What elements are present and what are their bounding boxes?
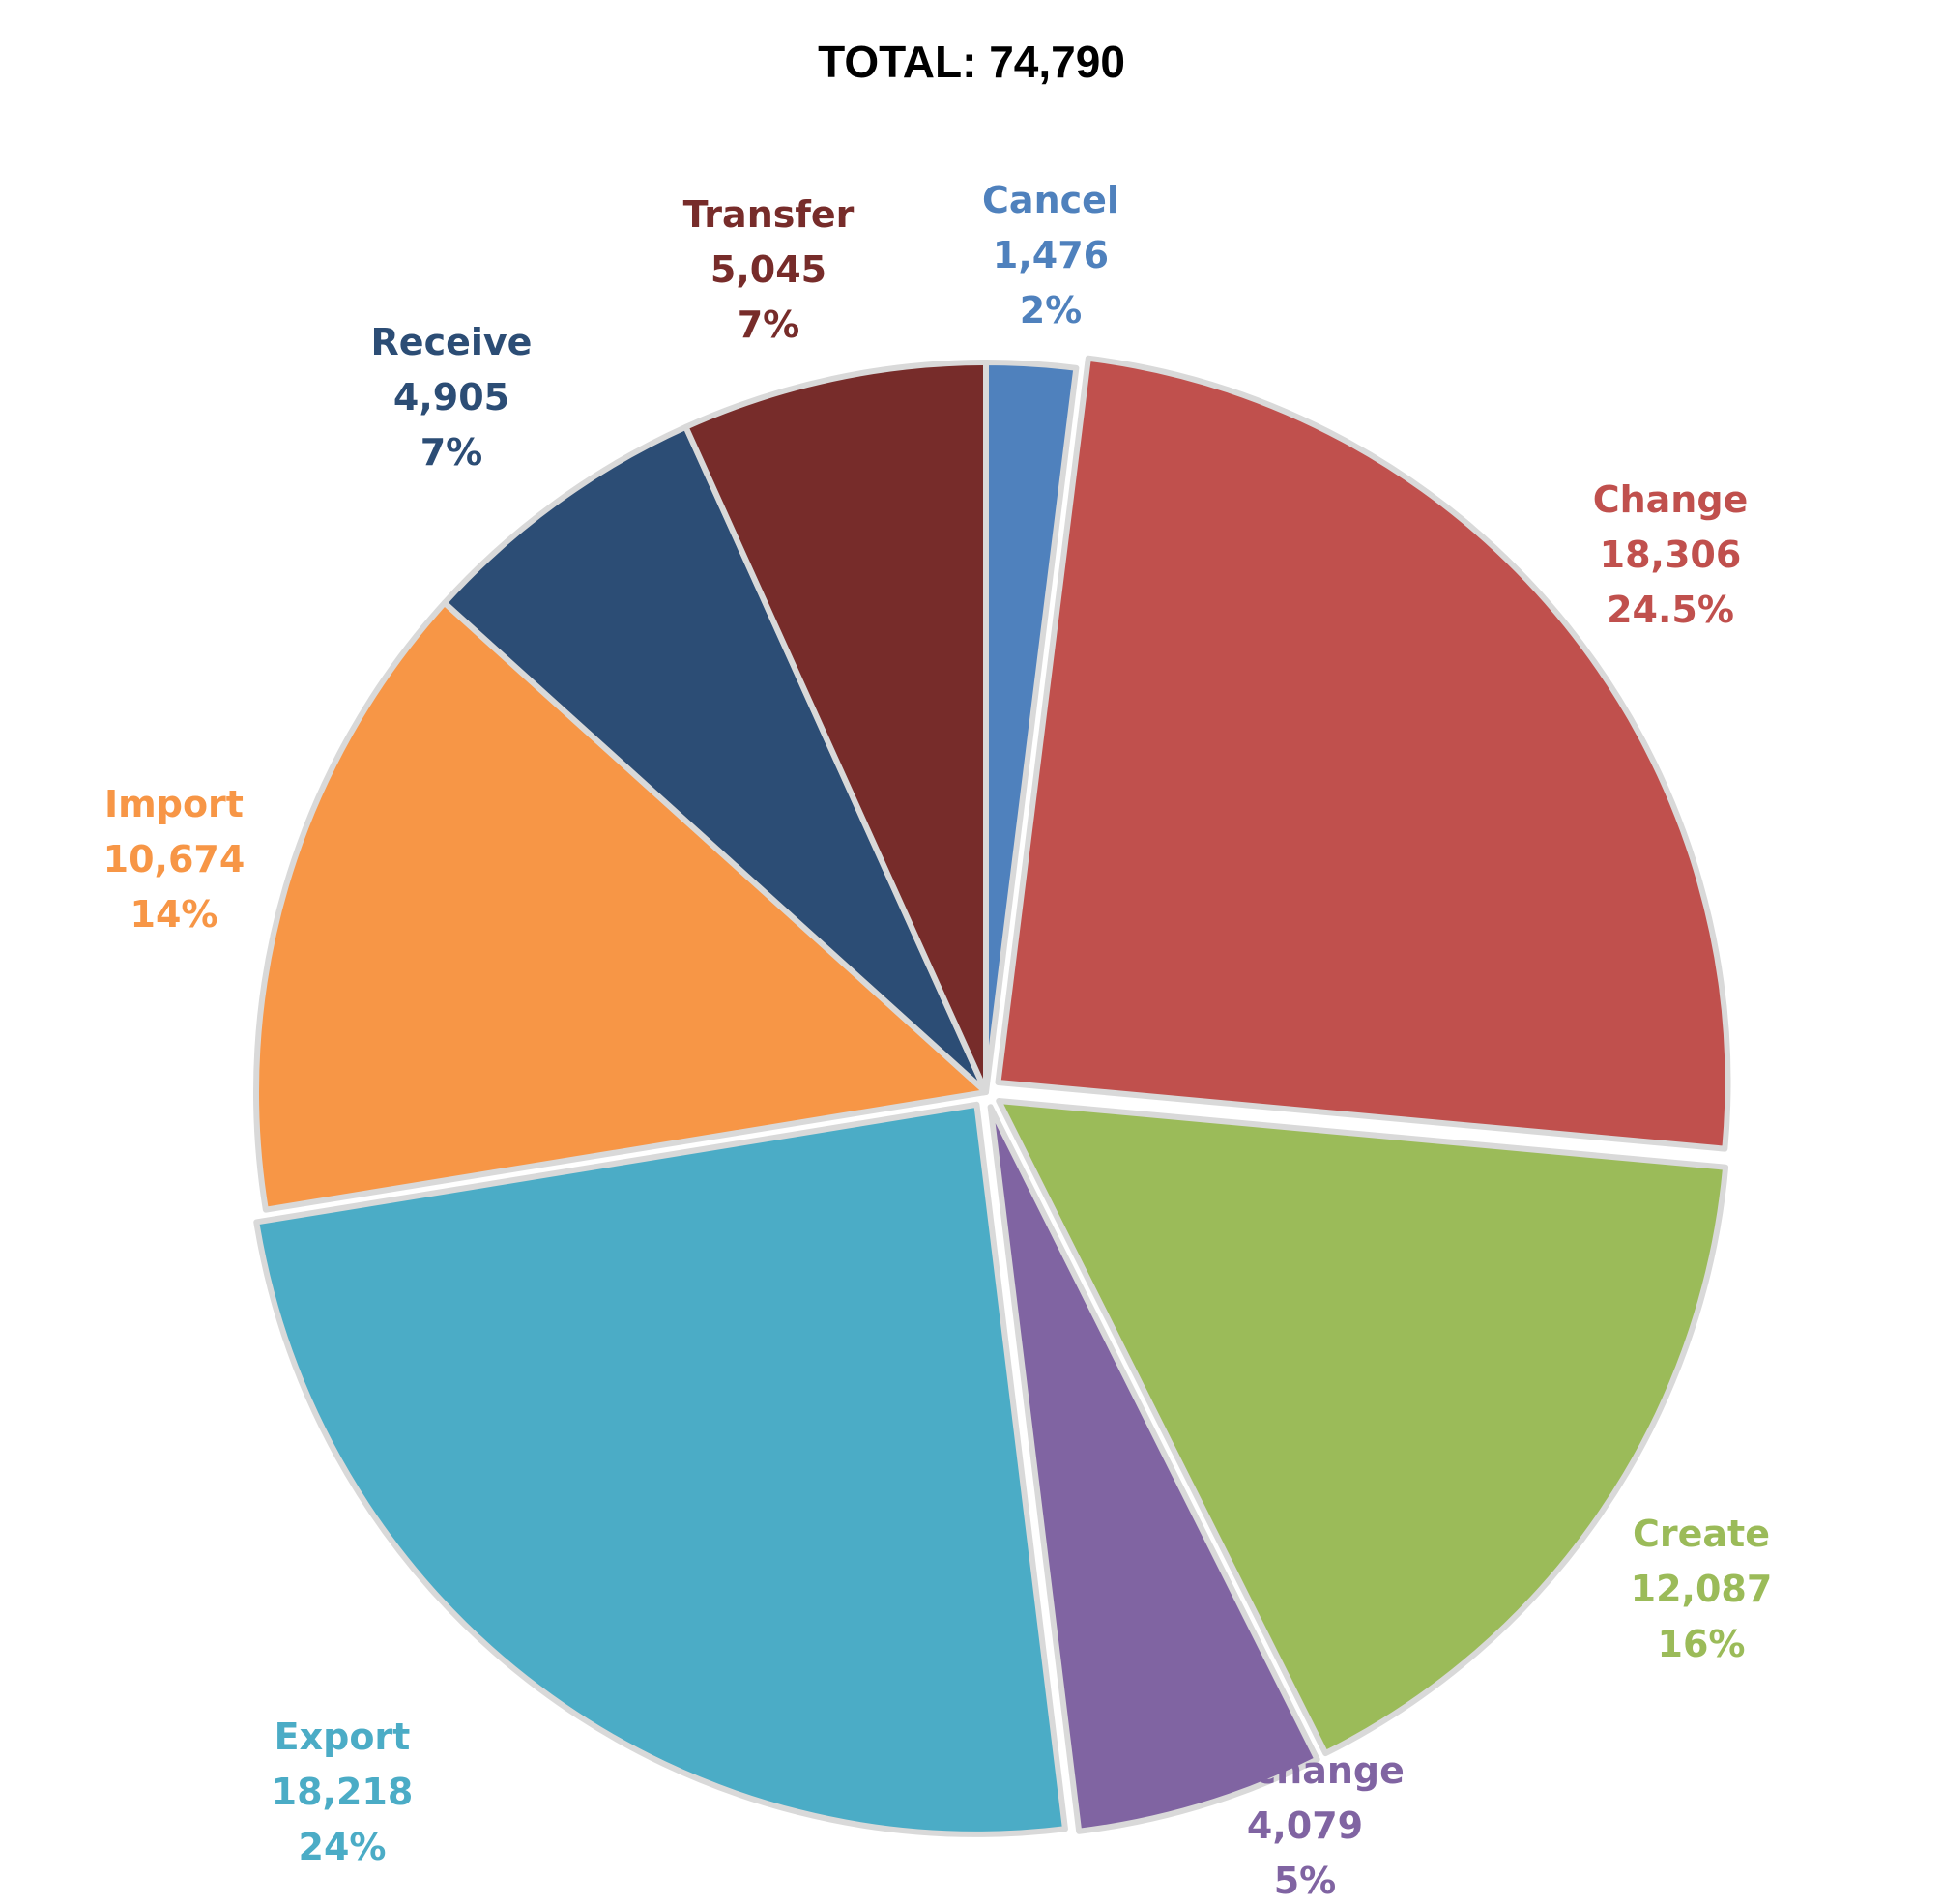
label-name: Cancel: [982, 179, 1119, 221]
label-percent: 24%: [299, 1826, 387, 1868]
label-percent: 14%: [130, 893, 218, 936]
label-percent: 7%: [420, 431, 483, 474]
label-value: 5,045: [710, 248, 826, 291]
label-name: Create: [1633, 1513, 1770, 1555]
label-name: Import: [104, 783, 244, 825]
label-percent: 7%: [738, 303, 800, 346]
pie-slice-transfer: [682, 360, 989, 1095]
pie-slice-export: [253, 1101, 1068, 1837]
pie-slice-receive: [441, 423, 989, 1095]
data-label-cancel: Cancel 1,476 2%: [982, 179, 1119, 332]
label-value: 18,218: [272, 1771, 414, 1813]
pie-slice-change: [995, 355, 1731, 1152]
data-label-exchange: Exchange 4,079 5%: [1205, 1749, 1405, 1902]
pie-slice-exchange: [987, 1104, 1320, 1834]
label-percent: 5%: [1274, 1860, 1337, 1902]
label-value: 4,079: [1247, 1804, 1363, 1847]
data-label-import: Import 10,674 14%: [103, 783, 246, 936]
chart-title: TOTAL: 74,790: [818, 37, 1125, 87]
data-label-create: Create 12,087 16%: [1631, 1513, 1773, 1665]
data-label-receive: Receive 4,905 7%: [371, 321, 533, 474]
label-name: Exchange: [1205, 1749, 1405, 1792]
slice-labels: Cancel 1,476 2% Change 18,306 24.5% Create 12,0…: [103, 179, 1773, 1902]
pie-slices: [253, 355, 1731, 1837]
label-value: 10,674: [103, 838, 246, 880]
data-label-change: Change 18,306 24.5%: [1593, 478, 1749, 631]
pie-slice-create: [996, 1098, 1729, 1757]
label-value: 4,905: [393, 376, 509, 418]
label-percent: 2%: [1020, 289, 1083, 332]
label-name: Receive: [371, 321, 533, 363]
label-value: 18,306: [1600, 534, 1742, 576]
label-name: Export: [275, 1716, 411, 1758]
data-label-transfer: Transfer 5,045 7%: [683, 193, 855, 346]
label-value: 1,476: [993, 234, 1109, 276]
pie-slice-import: [253, 599, 989, 1213]
data-label-export: Export 18,218 24%: [272, 1716, 414, 1868]
label-percent: 16%: [1658, 1623, 1746, 1665]
label-value: 12,087: [1631, 1568, 1773, 1610]
label-name: Change: [1593, 478, 1749, 521]
label-percent: 24.5%: [1607, 589, 1734, 631]
label-name: Transfer: [683, 193, 855, 236]
